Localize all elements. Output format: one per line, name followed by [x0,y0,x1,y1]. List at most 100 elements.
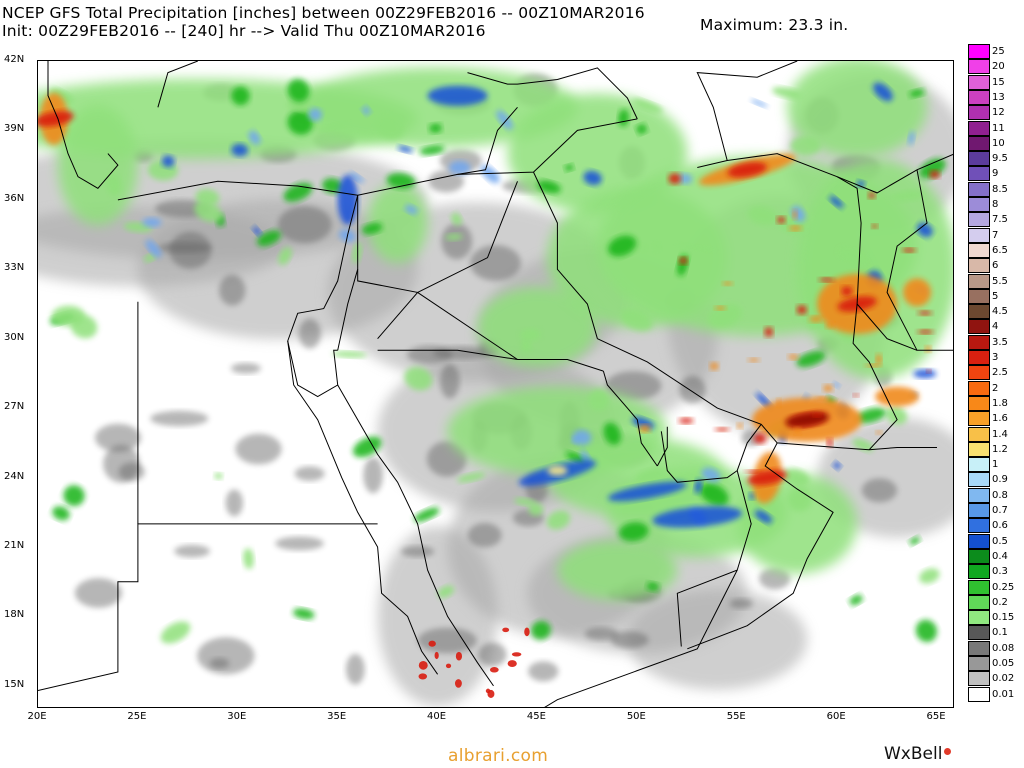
legend-label: 20 [992,61,1005,73]
precip-cell [707,303,742,328]
precip-cell [747,469,787,486]
precipitation-map[interactable] [37,60,954,708]
precip-cell [507,660,517,667]
precip-cell [677,173,693,184]
precip-cell [829,195,844,209]
precip-cell [404,204,418,215]
legend-label: 11 [992,122,1005,134]
map-title-line-1: NCEP GFS Total Precipitation [inches] be… [2,4,645,22]
precip-cell [639,244,648,253]
legend-swatch [968,181,990,197]
legend-label: 0.8 [992,489,1008,501]
precip-cell [748,358,760,362]
precip-cell [679,257,688,265]
legend-label: 0.02 [992,673,1015,685]
precip-cell [524,627,530,637]
legend-label: 0.01 [992,688,1015,700]
precip-cell [519,328,541,342]
precip-cell [287,78,310,103]
precip-cell [502,627,510,633]
precip-cell [826,438,833,448]
legend-label: 0.2 [992,596,1008,608]
border-line [157,61,198,108]
precip-cell [607,235,637,257]
map-canvas [38,61,953,707]
precip-cell [294,466,325,481]
precip-cell [764,327,774,337]
legend-label: 3.5 [992,336,1008,348]
precip-cell [855,407,886,424]
precip-cell [722,281,733,286]
legend-label: 6.5 [992,244,1008,256]
precip-cell [449,160,471,175]
lat-label: 18N [4,609,25,621]
map-title-line-2: Init: 00Z29FEB2016 -- [240] hr --> Valid… [2,22,486,40]
precip-cell [748,492,756,500]
precip-cell [143,253,157,263]
precip-cell [753,433,767,444]
lon-label: 45E [526,711,546,722]
maximum-label: Maximum: 23.3 in. [700,16,849,34]
precip-cell [195,189,220,206]
precip-cell [256,230,282,247]
border-line [533,171,598,339]
precip-cell [432,346,489,360]
precip-cell [367,183,428,263]
legend-swatch [968,686,990,702]
legend-label: 0.15 [992,612,1015,624]
legend-swatch [968,334,990,350]
legend-label: 0.3 [992,566,1008,578]
precip-cell [231,86,250,106]
legend-label: 4 [992,321,999,333]
precip-cell [49,88,73,104]
precip-cell [150,410,209,427]
precip-cell [478,642,507,667]
precip-cell [440,363,460,399]
legend-label: 25 [992,46,1005,57]
brand-text: WxBell [884,744,943,764]
legend-label: 9 [992,168,999,180]
precip-cell [652,241,662,252]
lat-label: 33N [4,262,25,274]
legend-swatch [968,579,990,595]
border-line [856,303,918,351]
legend-label: 0.4 [992,550,1008,562]
precip-cell [747,205,778,226]
border-line [117,118,638,201]
precip-cell [759,567,791,590]
legend-label: 1 [992,459,999,471]
border-line [517,67,638,120]
precip-cell [917,310,932,316]
precip-cell [197,637,255,675]
precip-cell [678,243,714,252]
precip-cell [455,651,463,661]
precip-cell [564,164,574,172]
legend-swatch [968,105,990,121]
precip-cell [636,124,647,135]
legend-swatch [968,212,990,228]
border-line [417,181,518,293]
border-line [869,447,937,451]
precip-cell [361,222,383,235]
precip-cell [287,110,313,135]
precip-cell [477,287,598,368]
legend-label: 0.08 [992,642,1015,654]
lat-label: 15N [4,678,25,690]
precip-cell [924,345,932,353]
legend-swatch [968,365,990,381]
lon-label: 60E [826,711,846,722]
precip-cell [337,174,358,225]
legend-swatch [968,59,990,75]
precip-cell [913,369,937,379]
border-line [47,61,119,189]
legend-label: 0.6 [992,520,1008,532]
lon-label: 35E [327,711,347,722]
precip-cell [375,115,405,140]
precip-cell [520,340,532,353]
precip-cell [868,192,876,199]
precip-cell [853,393,859,397]
legend-label: 8.5 [992,183,1008,195]
precip-cell [38,111,74,127]
precip-cell [610,631,649,649]
legend-swatch [968,441,990,457]
